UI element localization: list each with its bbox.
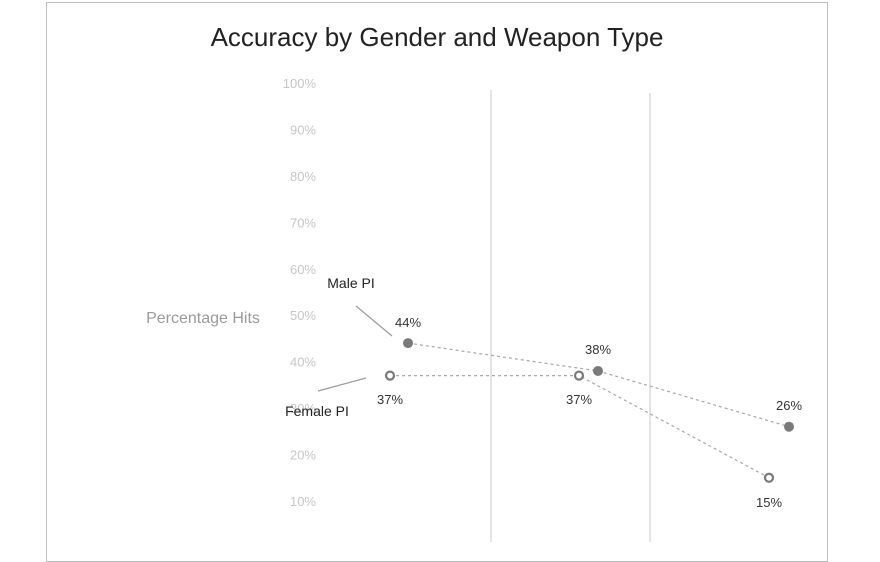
category-dividers [490, 90, 651, 542]
y-tick-label: 50% [290, 308, 316, 323]
y-tick-label: 30% [290, 401, 316, 416]
data-point-female [763, 472, 775, 483]
data-label: 44% [395, 315, 421, 330]
leader-line-male [355, 305, 393, 337]
y-tick-label: 60% [290, 262, 316, 277]
y-axis-label: Percentage Hits [146, 310, 260, 327]
data-point-female [384, 370, 396, 381]
series-labels: Male PI Female PI [285, 275, 393, 419]
y-tick-label: 90% [290, 122, 316, 137]
series-label-female: Female PI [285, 403, 349, 419]
chart-title: Accuracy by Gender and Weapon Type [211, 22, 664, 52]
data-point-male [784, 421, 794, 432]
data-label: 38% [585, 342, 611, 357]
series-line [390, 375, 770, 479]
data-label: 37% [566, 392, 592, 407]
y-tick-label: 20% [290, 448, 316, 463]
accuracy-chart: Accuracy by Gender and Weapon Type Perce… [146, 22, 802, 542]
data-labels: 44% 38% 26% 37% 37% 15% [377, 315, 802, 510]
y-axis-ticks: 10% 20% 30% 40% 50% 60% 70% 80% 90% 100% [283, 76, 317, 509]
data-label: 26% [776, 398, 802, 413]
data-label: 37% [377, 392, 403, 407]
data-point-male [403, 338, 413, 349]
data-label: 15% [756, 495, 782, 510]
series-label-male: Male PI [327, 275, 374, 291]
data-point-male [593, 365, 603, 376]
series-points [384, 338, 794, 483]
y-tick-label: 70% [290, 215, 316, 230]
data-point-female [573, 370, 585, 381]
y-tick-label: 10% [290, 494, 316, 509]
y-tick-label: 80% [290, 169, 316, 184]
leader-line-female [317, 377, 367, 392]
series-lines [390, 342, 790, 479]
y-tick-label: 40% [290, 355, 316, 370]
chart-frame [46, 2, 828, 562]
y-tick-label: 100% [283, 76, 317, 91]
